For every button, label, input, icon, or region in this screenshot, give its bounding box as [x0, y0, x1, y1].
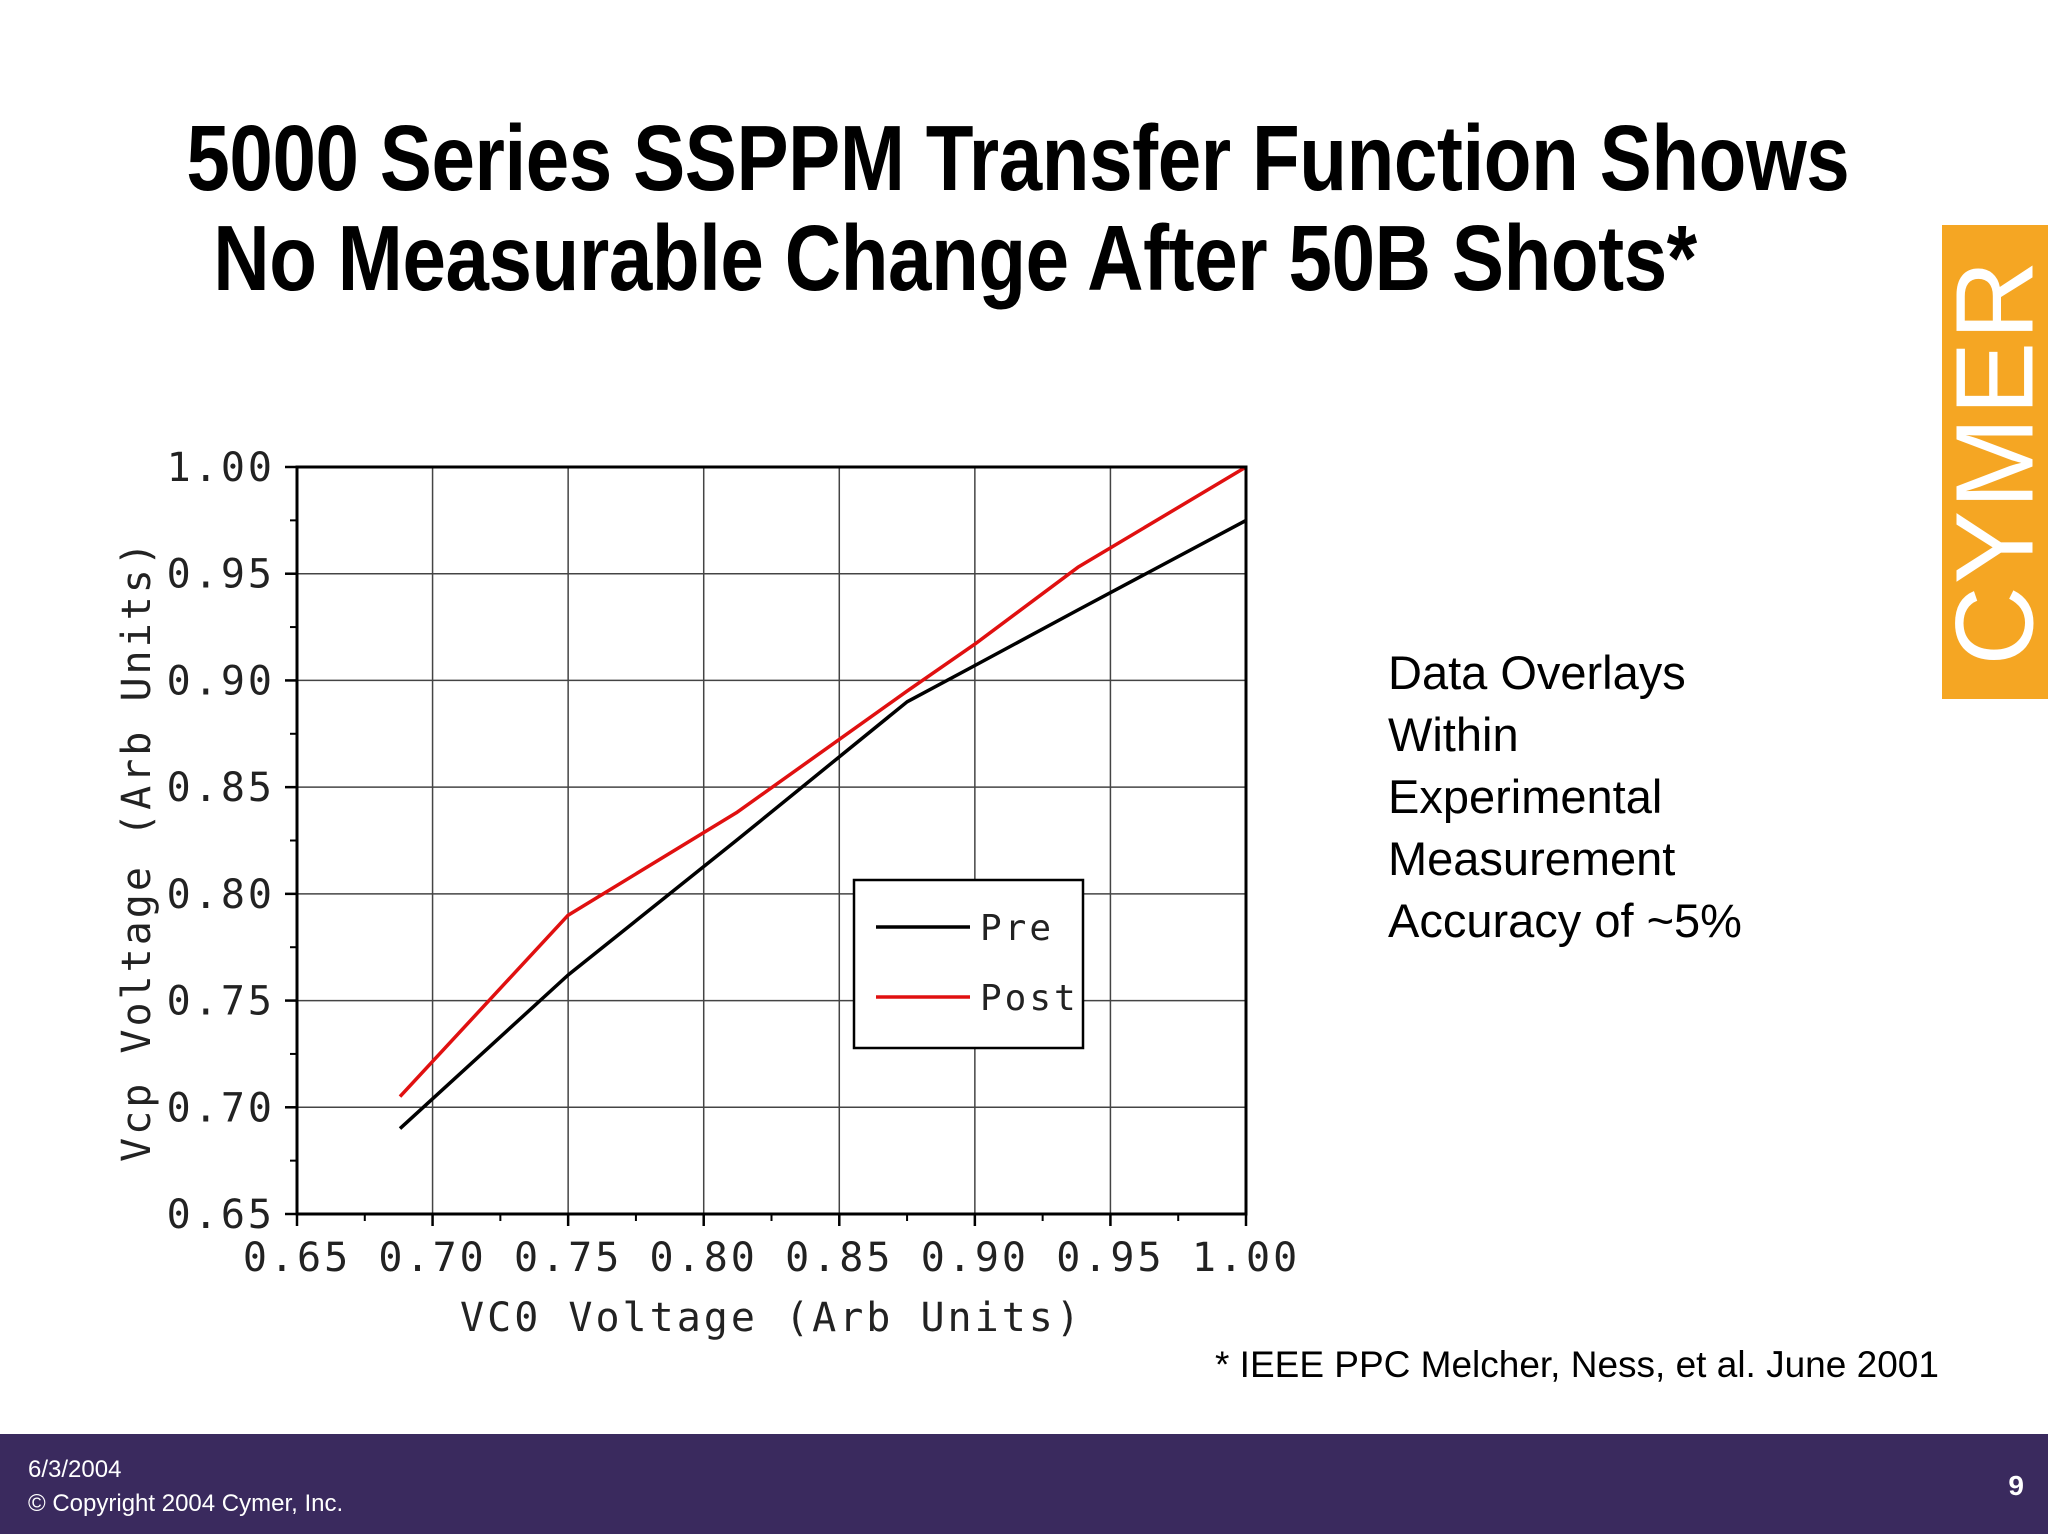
reference-citation: * IEEE PPC Melcher, Ness, et al. June 20…: [1215, 1344, 1939, 1385]
note-line: Accuracy of ~5%: [1388, 894, 1742, 947]
x-tick-label: 0.95: [1056, 1235, 1164, 1281]
slide-title: 5000 Series SSPPM Transfer Function Show…: [186, 106, 1850, 310]
footer-bar: 6/3/2004 © Copyright 2004 Cymer, Inc. 9: [0, 1434, 2048, 1534]
y-tick-label: 1.00: [167, 445, 275, 491]
legend-label-post: Post: [980, 978, 1079, 1019]
legend-box: [852, 878, 1085, 1050]
grid-layer: [297, 467, 1246, 1214]
x-tick-label: 0.65: [243, 1235, 351, 1281]
x-tick-label: 0.80: [650, 1235, 758, 1281]
y-tick-label: 0.80: [167, 872, 275, 918]
note-line: Within: [1388, 708, 1519, 761]
y-tick-label: 0.90: [167, 658, 275, 704]
x-tick-label: 0.85: [785, 1235, 893, 1281]
footer-copyright: © Copyright 2004 Cymer, Inc.: [28, 1490, 344, 1517]
page-number: 9: [2008, 1470, 2024, 1501]
note-line: Experimental: [1388, 770, 1663, 823]
x-tick-label: 0.75: [514, 1235, 622, 1281]
note-line: Measurement: [1388, 832, 1676, 885]
x-tick-label: 1.00: [1192, 1235, 1300, 1281]
x-tick-label: 0.70: [378, 1235, 486, 1281]
series-post-line: [398, 465, 1247, 1098]
title-line-2: No Measurable Change After 50B Shots*: [213, 206, 1697, 310]
overlay-note: Data Overlays Within Experimental Measur…: [1388, 642, 1742, 952]
transfer-function-chart: 0.65 0.70 0.75 0.80 0.85 0.90 0.95 1.00 0.65 0.70…: [114, 445, 1300, 1341]
legend: Pre Post: [852, 878, 1085, 1050]
cymer-logo: CYMER: [1942, 225, 2048, 699]
footer-date: 6/3/2004: [28, 1456, 122, 1483]
y-tick-label: 0.95: [167, 552, 275, 598]
note-line: Data Overlays: [1388, 646, 1686, 699]
y-axis-label: Vcp Voltage (Arb Units): [114, 539, 160, 1162]
ticks-layer: 0.65 0.70 0.75 0.80 0.85 0.90 0.95 1.00 0.65 0.70…: [167, 445, 1300, 1281]
plot-frame: [295, 465, 1248, 1216]
series-pre-line: [398, 518, 1247, 1130]
x-tick-label: 0.90: [921, 1235, 1029, 1281]
y-tick-label: 0.75: [167, 979, 275, 1025]
y-tick-label: 0.85: [167, 765, 275, 811]
x-axis-label: VC0 Voltage (Arb Units): [460, 1295, 1083, 1341]
y-tick-label: 0.70: [167, 1085, 275, 1131]
title-line-1: 5000 Series SSPPM Transfer Function Show…: [186, 106, 1850, 210]
y-tick-label: 0.65: [167, 1192, 275, 1238]
series-layer: [398, 465, 1247, 1130]
legend-label-pre: Pre: [980, 908, 1054, 949]
